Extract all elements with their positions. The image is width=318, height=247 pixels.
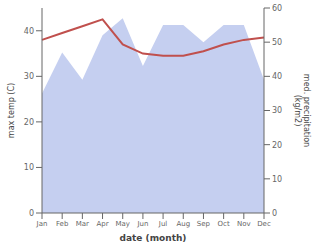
svg-text:med. precipitation(kg/m2): med. precipitation(kg/m2) <box>293 74 310 147</box>
svg-text:20: 20 <box>272 141 282 150</box>
svg-text:Aug: Aug <box>176 220 190 228</box>
svg-text:Jan: Jan <box>36 220 48 228</box>
svg-text:30: 30 <box>24 72 34 81</box>
svg-text:Apr: Apr <box>96 220 108 228</box>
svg-text:Nov: Nov <box>237 220 251 228</box>
svg-text:20: 20 <box>24 118 34 127</box>
svg-text:Dec: Dec <box>257 220 271 228</box>
svg-text:60: 60 <box>272 4 282 13</box>
svg-text:May: May <box>115 220 129 228</box>
svg-text:max temp (C): max temp (C) <box>8 83 16 138</box>
svg-text:date (month): date (month) <box>120 233 187 243</box>
svg-text:Feb: Feb <box>56 220 69 228</box>
svg-text:50: 50 <box>272 38 282 47</box>
svg-text:Jul: Jul <box>158 220 168 228</box>
svg-text:Mar: Mar <box>76 220 89 228</box>
svg-text:30: 30 <box>272 106 282 115</box>
svg-text:Sep: Sep <box>197 220 211 228</box>
svg-text:10: 10 <box>24 163 34 172</box>
svg-text:10: 10 <box>272 175 282 184</box>
svg-text:0: 0 <box>272 209 277 218</box>
svg-text:Oct: Oct <box>218 220 230 228</box>
svg-text:0: 0 <box>29 209 34 218</box>
svg-text:40: 40 <box>24 27 34 36</box>
svg-text:40: 40 <box>272 72 282 81</box>
svg-text:Jun: Jun <box>136 220 148 228</box>
